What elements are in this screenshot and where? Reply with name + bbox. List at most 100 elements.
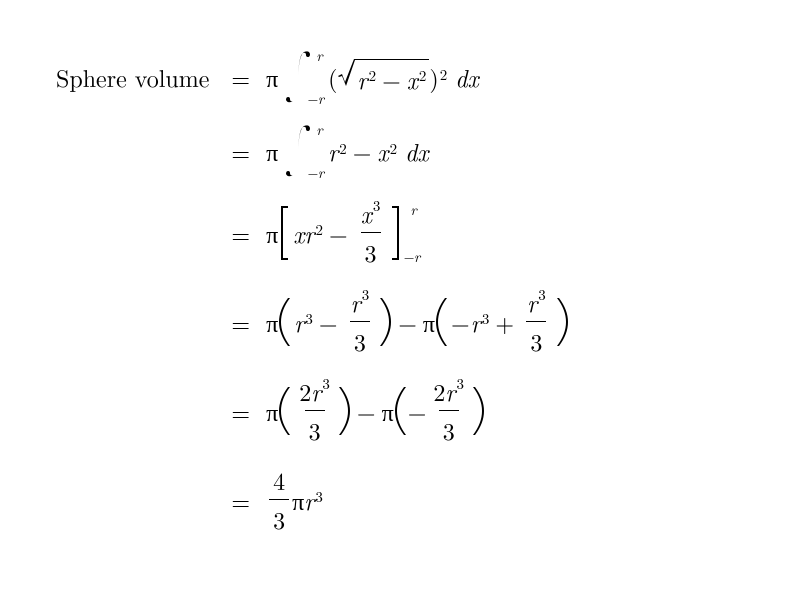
num2-coef-r: r [445,374,455,408]
paren-left-icon [278,385,292,437]
integral-sign-icon [282,122,314,180]
equation-row-1: Sphere volume = π r −r ( [50,40,575,114]
xr: xr [293,216,314,250]
sphere-volume-derivation: Sphere volume = π r −r ( [50,40,575,544]
pi: π [292,483,304,517]
paren-right-icon [471,385,485,437]
x: x [377,134,388,168]
den: 3 [269,499,289,536]
minus1: − [319,305,338,339]
num2-coef-2: 2 [433,374,445,408]
rhs-1: π r −r ( r2 − [260,40,575,114]
num1-exp: 3 [322,373,330,394]
den1: 3 [305,410,325,447]
num2-r: r [527,285,537,319]
exp1: 3 [305,308,313,329]
neg: − [408,394,427,428]
equals-sign: = [221,455,260,544]
num2-exp: 3 [457,373,465,394]
pi: π [266,394,278,428]
num1-r: r [351,285,361,319]
exp2: 3 [482,308,490,329]
pi: π [382,394,394,428]
r: r [328,134,338,168]
r: r [304,483,314,517]
square-root: r2 − x2 [337,59,429,96]
num-exp: 3 [373,195,381,216]
exp2: 2 [390,138,398,159]
radicand-exp2: 2 [419,65,427,86]
equation-label: Sphere volume [50,40,221,114]
num: 4 [269,463,289,499]
paren-left-icon [278,296,292,348]
num1-coef-r: r [311,374,321,408]
radicand-r: r [357,62,367,96]
num-x: x [361,196,372,230]
fraction: 4 3 [269,463,289,536]
rhs-3: π xr2 − x3 3 [260,188,575,277]
pi: π [423,305,435,339]
big-bracket: xr2 − x3 3 r −r [278,196,420,269]
brack-upper: r [410,202,420,217]
sqrt-sign-icon [337,59,355,96]
pi: π [266,216,278,250]
int-upper: r [316,122,324,137]
dx: dx [405,134,428,168]
plus: + [495,305,514,339]
minus: − [353,134,372,168]
radicand-minus: − [382,62,401,96]
den2: 3 [526,321,546,358]
equation-row-6: = 4 3 π r3 [50,455,575,544]
fraction: r3 3 [523,285,550,358]
den: 3 [361,232,381,269]
mid-minus: − [357,394,376,428]
pi: π [266,134,278,168]
num1-exp: 3 [362,284,370,305]
equation-row-4: = π r3 − r3 3 − π [50,277,575,366]
bracket-right-icon [390,204,402,262]
r2: r [471,305,481,339]
equals-sign: = [221,40,260,114]
pi: π [266,60,278,94]
radicand-x: x [407,62,418,96]
equals-sign: = [221,366,260,455]
paren-right-icon [337,385,351,437]
outer-exp: 2 [440,64,448,85]
exp: 3 [315,486,323,507]
den2: 3 [439,410,459,447]
exp1: 2 [339,138,347,159]
bracket-left-icon [278,204,290,262]
rhs-2: π r −r r2 − x2 dx [260,114,575,188]
brack-lower: −r [402,249,420,264]
paren-right-icon [378,296,392,348]
minus: − [329,216,348,250]
neg-r: − [451,305,470,339]
equation-row-3: = π xr2 − x3 3 [50,188,575,277]
num1-coef-2: 2 [299,374,311,408]
r1: r [294,305,304,339]
integral-2: r −r [282,122,324,180]
den1: 3 [350,321,370,358]
rhs-4: π r3 − r3 3 − π [260,277,575,366]
lparen: ( [328,60,337,94]
dx: dx [455,60,478,94]
radicand-exp1: 2 [369,65,377,86]
equals-sign: = [221,114,260,188]
equation-row-5: = π 2r3 3 − π − [50,366,575,455]
fraction: x3 3 [357,196,385,269]
fraction: r3 3 [347,285,374,358]
label-text: Sphere volume [56,60,209,94]
num2-exp: 3 [538,284,546,305]
paren-right-icon [555,296,569,348]
rhs-6: 4 3 π r3 [260,455,575,544]
equals-sign: = [221,277,260,366]
integral-1: r −r [282,48,324,106]
rparen: ) [429,60,438,94]
fraction: 2r3 3 [295,374,334,447]
pi: π [266,305,278,339]
rhs-5: π 2r3 3 − π − 2r3 [260,366,575,455]
fraction: 2r3 3 [429,374,468,447]
mid-minus: − [398,305,417,339]
equation-row-2: = π r −r r2 − x2 dx [50,114,575,188]
paren-left-icon [435,296,449,348]
